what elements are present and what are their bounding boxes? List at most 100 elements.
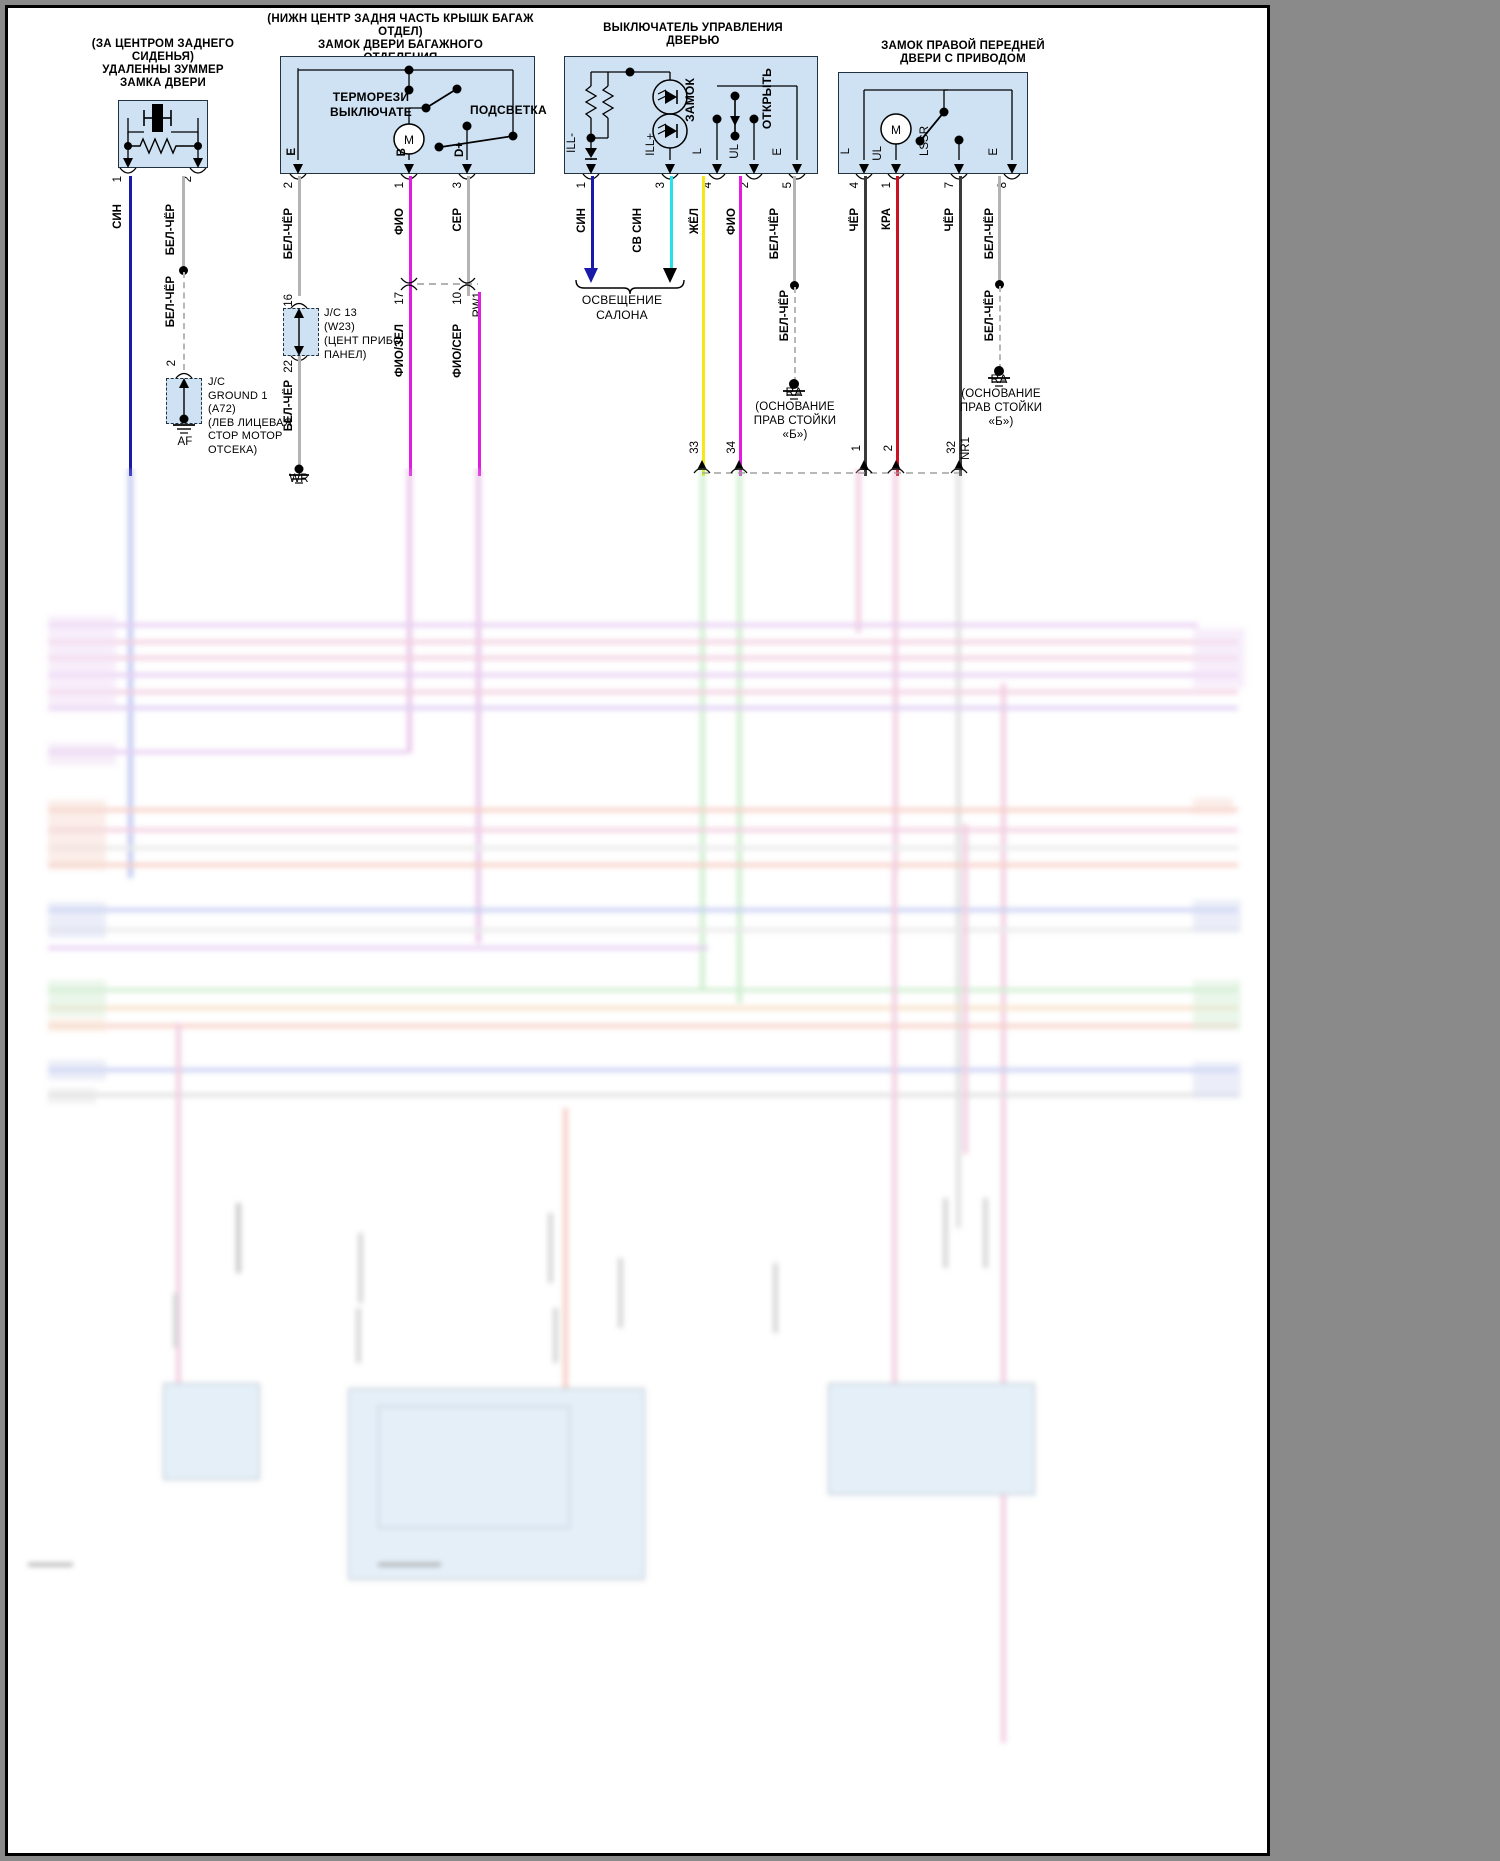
stub-10 xyxy=(553,1308,558,1363)
stub-3 xyxy=(548,1213,553,1283)
buzzer-internal-schematic xyxy=(119,104,207,174)
right-pin-block-d xyxy=(1193,980,1241,1030)
wire-rf-lock-E xyxy=(998,176,1001,284)
carry-wire-green-2 xyxy=(737,468,742,1003)
pin-label-block-b xyxy=(48,743,116,765)
bottom-terminal-connectors xyxy=(693,460,968,474)
wire-jc13-lower xyxy=(298,356,301,474)
bottom-component-2-inner xyxy=(378,1406,570,1528)
svg-text:M: M xyxy=(404,133,414,147)
carry-wire-pink-3 xyxy=(1001,683,1006,1743)
wire-trunk-E xyxy=(298,176,301,296)
rf-lock-internal-schematic: M xyxy=(855,89,1021,180)
bus-row-6 xyxy=(48,706,1238,710)
jc-ground-1-symbol xyxy=(173,372,195,434)
diagram-sheet: (ЗА ЦЕНТРОМ ЗАДНЕГО СИДЕНЬЯ) УДАЛЕННЫ ЗУ… xyxy=(5,5,1270,1856)
trunk-thermo-label: ТЕРМОРЕЗИ ВЫКЛЮЧАТЕ xyxy=(329,90,412,119)
bottom-terminal-32-code: NR1 xyxy=(960,437,972,461)
door-switch-internal-schematic xyxy=(582,67,806,180)
right-pin-block-e xyxy=(1193,1062,1241,1098)
pin-label-block-e xyxy=(48,980,106,1016)
wire-trunk-Dplus xyxy=(467,176,470,296)
ra-right-desc: (ОСНОВАНИЕ ПРАВ СТОЙКИ «Б») xyxy=(959,388,1043,428)
right-pin-block-a xyxy=(1193,628,1245,688)
wire-door-switch-UL xyxy=(739,176,742,476)
wr-ground-symbol xyxy=(289,464,309,484)
stub-8 xyxy=(173,1293,178,1348)
wire-rf-lock-LSSR xyxy=(959,176,962,476)
dashed-wire-doorswitch-E xyxy=(794,287,796,383)
inline-connector-10 xyxy=(458,277,476,291)
carry-wire-green-1 xyxy=(700,468,705,988)
bottom-terminal-2: 2 xyxy=(883,445,895,452)
junction-dot-doorswitch-E xyxy=(790,281,799,290)
stub-5 xyxy=(773,1263,778,1333)
bottom-terminal-32: 32 xyxy=(946,441,958,454)
bus-row-13 xyxy=(48,928,1238,932)
wire-rf-lock-UL xyxy=(896,176,899,476)
wire-door-switch-E xyxy=(793,176,796,286)
jc-ground-1-code: AF xyxy=(177,436,193,448)
carry-wire-magenta-2 xyxy=(476,468,481,943)
door-switch-body xyxy=(564,56,818,174)
interior-light-label: ОСВЕЩЕНИЕ САЛОНА xyxy=(581,293,663,322)
carry-wire-pink-2 xyxy=(893,468,898,873)
wire-door-switch-ILLplus xyxy=(670,176,673,274)
bus-row-14 xyxy=(48,946,708,950)
ra-right-ground-symbol xyxy=(988,366,1010,387)
wire-rw1-lower xyxy=(478,292,481,476)
trunk-illum-label: ПОДСВЕТКА xyxy=(470,103,547,117)
ra-center-code: RA xyxy=(785,385,803,399)
stub-1 xyxy=(236,1203,241,1273)
bus-row-19 xyxy=(48,1093,1238,1097)
pin-label-block-f xyxy=(48,1060,106,1080)
jc13-label: J/C 13 (W23) (ЦЕНТ ПРИБО ПАНЕЛ) xyxy=(324,307,402,361)
lower-diagram-continuation: ▬▬▬▬▬ ▬▬▬▬▬▬▬ xyxy=(8,468,1267,1853)
wire-trunk-B xyxy=(409,176,412,476)
wr-ground-code: WR xyxy=(289,473,309,485)
stub-7 xyxy=(983,1198,988,1268)
bus-row-10 xyxy=(48,846,1238,850)
wire-door-switch-L xyxy=(702,176,705,476)
right-pin-block-b xyxy=(1193,798,1233,814)
dashed-wire-rf-lock-E xyxy=(999,286,1001,370)
carry-wire-pink-1 xyxy=(856,468,861,633)
bus-row-17 xyxy=(48,1024,1238,1028)
wire-buzzer-1 xyxy=(129,176,132,476)
bus-row-12 xyxy=(48,908,1238,912)
ra-center-ground-symbol xyxy=(783,379,805,400)
pin-label-block-c xyxy=(48,800,106,870)
stub-2 xyxy=(358,1233,363,1303)
rf-lock-title: ЗАМОК ПРАВОЙ ПЕРЕДНЕЙ ДВЕРИ С ПРИВОДОМ xyxy=(881,40,1045,65)
door-switch-title: ВЫКЛЮЧАТЕЛЬ УПРАВЛЕНИЯ ДВЕРЬЮ xyxy=(603,22,783,47)
mid-vertical-b xyxy=(563,1108,568,1428)
junction-dot-buzzer2 xyxy=(179,266,188,275)
wire-rf-lock-L xyxy=(864,176,867,476)
bus-row-18 xyxy=(48,1068,1238,1072)
pin-label-block-a xyxy=(48,616,116,712)
mid-vertical-c xyxy=(892,863,897,1423)
right-pin-block-c xyxy=(1193,900,1241,932)
bus-row-9 xyxy=(48,828,1238,832)
ra-right-code: RA xyxy=(990,372,1008,386)
bus-row-5 xyxy=(48,690,1238,694)
bus-row-15 xyxy=(48,988,1238,992)
carry-wire-magenta-1 xyxy=(407,468,412,753)
buzzer-title: (ЗА ЦЕНТРОМ ЗАДНЕГО СИДЕНЬЯ) УДАЛЕННЫ ЗУ… xyxy=(91,38,235,89)
junction-dot-rf-lock-E xyxy=(995,280,1004,289)
blurred-caption-2: ▬▬▬▬▬▬▬ xyxy=(378,1558,441,1568)
svg-text:M: M xyxy=(891,123,901,137)
bottom-terminal-34: 34 xyxy=(726,441,738,454)
stub-4 xyxy=(618,1258,623,1328)
bottom-component-3 xyxy=(828,1383,1035,1495)
bus-row-1 xyxy=(48,623,1198,627)
trunk-lock-internal-schematic: M xyxy=(289,65,518,180)
bus-row-11 xyxy=(48,863,1238,867)
bus-row-2 xyxy=(48,640,1238,644)
stub-9 xyxy=(356,1308,361,1363)
rf-lock-body xyxy=(838,72,1028,174)
wire-door-switch-ILLminus xyxy=(591,176,594,274)
trunk-lock-title: (НИЖН ЦЕНТР ЗАДНЯ ЧАСТЬ КРЫШК БАГАЖ ОТДЕ… xyxy=(267,13,534,64)
bottom-component-1 xyxy=(163,1383,260,1480)
